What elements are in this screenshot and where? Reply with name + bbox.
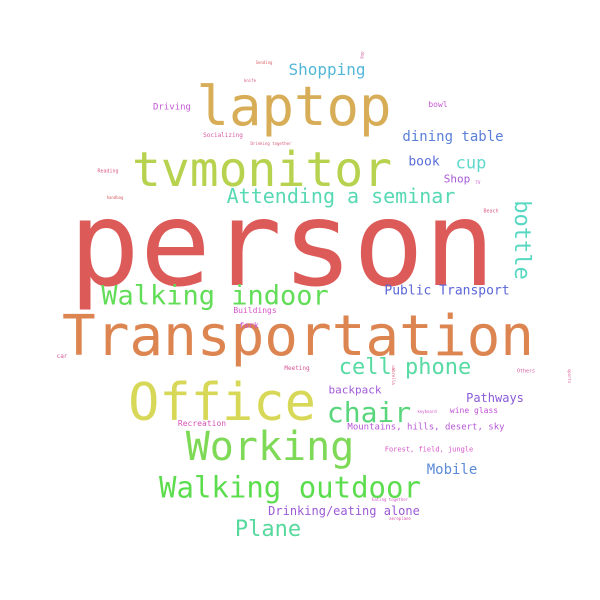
word-walking-indoor: Walking indoor — [101, 280, 329, 312]
word-cup: cup — [455, 153, 487, 174]
word-aeroplane: aeroplane — [389, 516, 411, 521]
word-knife: knife — [243, 78, 257, 83]
word-sports: sports — [567, 368, 572, 384]
word-eating-together: Eating together — [371, 497, 409, 502]
word-tvmonitor: tvmonitor — [131, 142, 393, 198]
word-beach: Beach — [483, 208, 499, 215]
word-office: Office — [128, 373, 316, 433]
word-person: person — [68, 175, 496, 313]
word-laptop: laptop — [196, 75, 392, 138]
word-handbag: handbag — [106, 195, 124, 200]
word-reading: Reading — [97, 168, 119, 175]
word-car: car — [56, 353, 68, 360]
word-wine-glass: wine glass — [449, 406, 499, 415]
word-attending-a-seminar: Attending a seminar — [226, 184, 456, 208]
word-forest-field-jungle: Forest, field, jungle — [384, 445, 474, 454]
word-public-transport: Public Transport — [384, 283, 510, 299]
word-plane: Plane — [234, 517, 302, 542]
word-pathways: Pathways — [466, 391, 524, 405]
word-walking-outdoor: Walking outdoor — [159, 470, 421, 505]
word-drinking-together: Drinking together — [250, 141, 292, 146]
word-socializing: Socializing — [203, 132, 243, 139]
word-shopping: Shopping — [288, 60, 366, 79]
word-others: Others — [516, 368, 536, 375]
word-mountains-hills-desert-sky: Mountains, hills, desert, sky — [347, 422, 505, 433]
word-recreation: Recreation — [177, 419, 227, 428]
word-buildings: Buildings — [233, 306, 277, 315]
word-sending: Sending — [255, 60, 273, 65]
word-working: Working — [185, 424, 355, 470]
word-transportation: Transportation — [61, 304, 535, 369]
word-meeting: Meeting — [284, 365, 310, 372]
word-chair: chair — [326, 396, 412, 429]
word-dog: dog — [360, 51, 365, 59]
word-bottle: bottle — [509, 200, 534, 280]
word-shop: Shop — [443, 172, 471, 186]
word-backpack: backpack — [328, 383, 382, 397]
word-umbrella: umbrella — [391, 365, 396, 385]
word-fork: fork — [239, 321, 259, 330]
word-mobile: Mobile — [426, 462, 478, 478]
word-dining-table: dining table — [402, 129, 504, 145]
word-book: book — [408, 154, 440, 170]
word-bowl: bowl — [428, 100, 448, 109]
word-drinking-eating-alone: Drinking/eating alone — [268, 504, 420, 518]
word-tv: TV — [475, 180, 481, 185]
word-keyboard: keyboard — [417, 409, 437, 414]
word-driving: Driving — [153, 102, 191, 113]
word-cell-phone: cell phone — [338, 355, 472, 380]
